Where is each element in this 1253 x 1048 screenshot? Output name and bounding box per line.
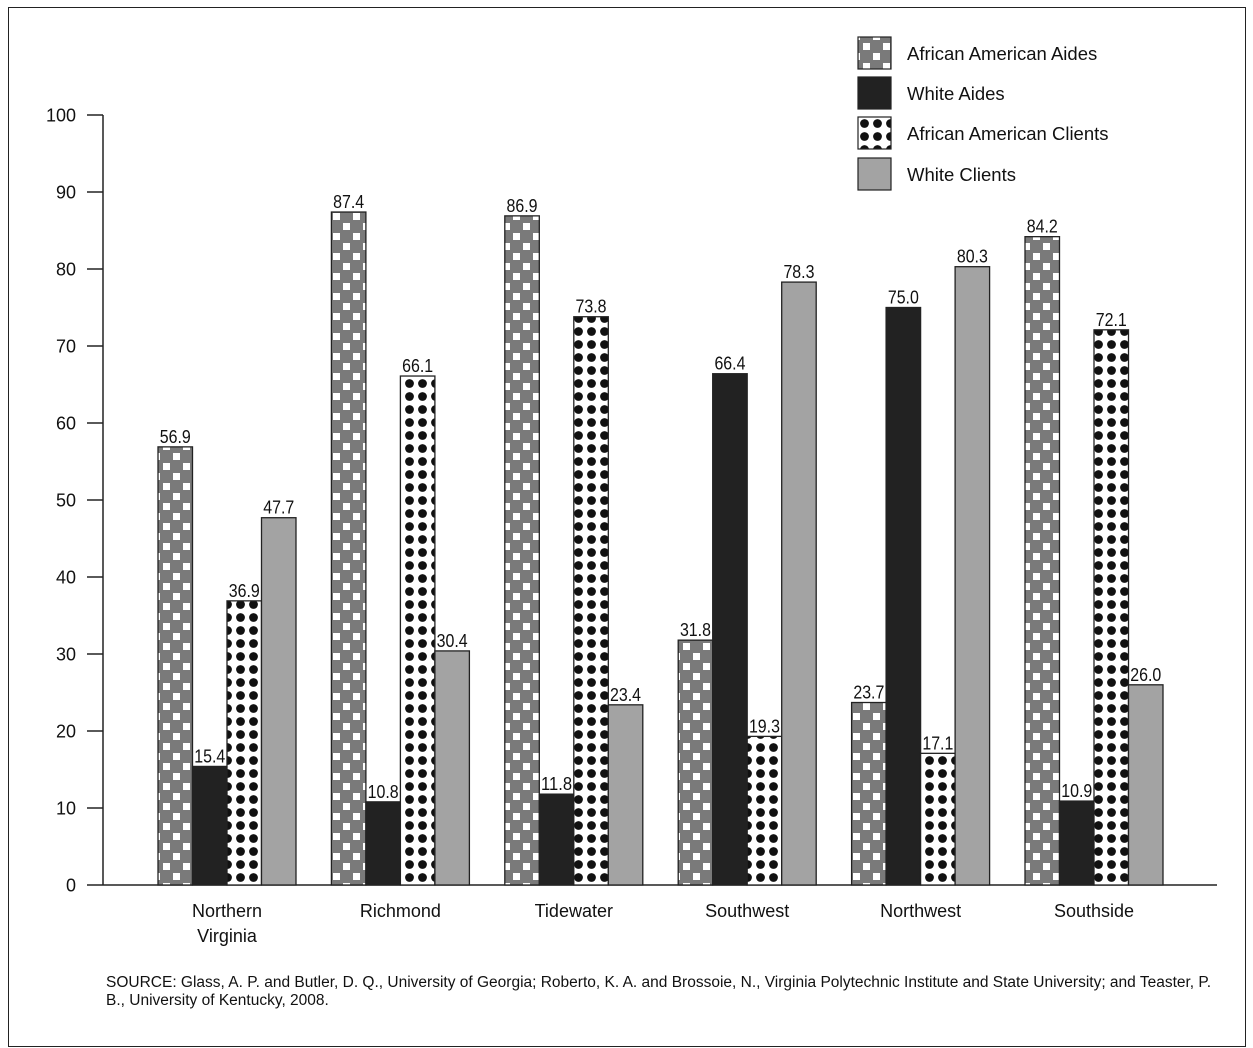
figure-frame [8, 7, 1246, 1047]
bar [330, 211, 367, 886]
data-label: 78.3 [783, 262, 814, 282]
data-label: 10.8 [368, 782, 399, 802]
y-tick-label: 60 [56, 414, 76, 434]
bar [1058, 800, 1095, 886]
x-tick-label: Virginia [197, 926, 258, 946]
bar [1093, 329, 1130, 886]
y-tick-label: 90 [56, 183, 76, 203]
y-tick-label: 40 [56, 568, 76, 588]
bar [365, 801, 402, 886]
data-label: 17.1 [922, 733, 953, 753]
legend-swatch [857, 157, 892, 191]
legend-label: White Clients [907, 164, 1016, 185]
legend-label: White Aides [907, 83, 1005, 104]
bar [399, 375, 436, 886]
bar [434, 650, 471, 886]
bar [607, 704, 644, 886]
x-tick-label: Northern [192, 901, 262, 921]
legend-label: African American Clients [907, 123, 1109, 144]
bar [781, 281, 817, 886]
data-label: 80.3 [957, 247, 988, 267]
data-label: 23.4 [610, 685, 641, 705]
bar [538, 793, 575, 886]
data-label: 86.9 [507, 196, 538, 216]
data-label: 75.0 [888, 288, 919, 308]
y-tick-label: 30 [56, 645, 76, 665]
data-label: 23.7 [853, 683, 884, 703]
data-label: 30.4 [437, 631, 468, 651]
x-tick-label: Southside [1054, 901, 1134, 921]
data-label: 10.9 [1061, 781, 1092, 801]
axes: 0 10 20 30 40 50 60 70 80 90 100 Northern Virginia Ri… [46, 106, 1217, 946]
legend: African American Aides White Aides African… [857, 36, 1109, 191]
data-label: 19.3 [749, 716, 780, 736]
bar [850, 701, 887, 886]
bar [260, 517, 297, 886]
data-label: 87.4 [333, 192, 364, 212]
bar [954, 266, 991, 886]
data-label: 56.9 [160, 427, 191, 447]
legend-swatch [857, 116, 892, 150]
data-label: 26.0 [1130, 665, 1161, 685]
y-tick-label: 100 [46, 106, 76, 126]
data-labels-group: 56.9 87.4 86.9 31.8 23.7 84.2 15.4 10.8 11.8 66.4… [160, 192, 1162, 802]
bar [885, 306, 922, 886]
legend-swatch [857, 76, 892, 110]
x-tick-label: Tidewater [535, 901, 613, 921]
y-tick-label: 10 [56, 799, 76, 819]
data-label: 15.4 [194, 746, 225, 766]
bar [573, 316, 609, 886]
bar [712, 373, 748, 886]
bar [1024, 236, 1061, 886]
x-tick-label: Northwest [880, 901, 961, 921]
y-tick-label: 20 [56, 722, 76, 742]
y-tick-label: 80 [56, 260, 76, 280]
bar [226, 600, 263, 886]
bar [504, 215, 540, 886]
bar [919, 752, 956, 886]
bar [1127, 684, 1164, 886]
legend-label: African American Aides [907, 43, 1097, 64]
y-tick-label: 0 [66, 876, 76, 896]
data-label: 72.1 [1096, 310, 1127, 330]
data-label: 11.8 [541, 774, 572, 794]
data-label: 36.9 [229, 581, 260, 601]
bar [677, 639, 714, 886]
y-tick-label: 70 [56, 337, 76, 357]
legend-swatch [857, 36, 892, 70]
bars-group [157, 211, 1164, 886]
data-label: 73.8 [576, 297, 607, 317]
data-label: 47.7 [263, 498, 294, 518]
data-label: 84.2 [1027, 217, 1058, 237]
data-label: 66.4 [714, 354, 745, 374]
bar [191, 765, 228, 886]
x-tick-label: Southwest [705, 901, 789, 921]
y-tick-label: 50 [56, 491, 76, 511]
x-tick-label: Richmond [360, 901, 441, 921]
bar [157, 446, 194, 886]
data-label: 31.8 [680, 620, 711, 640]
bar [746, 735, 783, 886]
data-label: 66.1 [402, 356, 433, 376]
source-note: SOURCE: Glass, A. P. and Butler, D. Q., … [106, 974, 1212, 1009]
